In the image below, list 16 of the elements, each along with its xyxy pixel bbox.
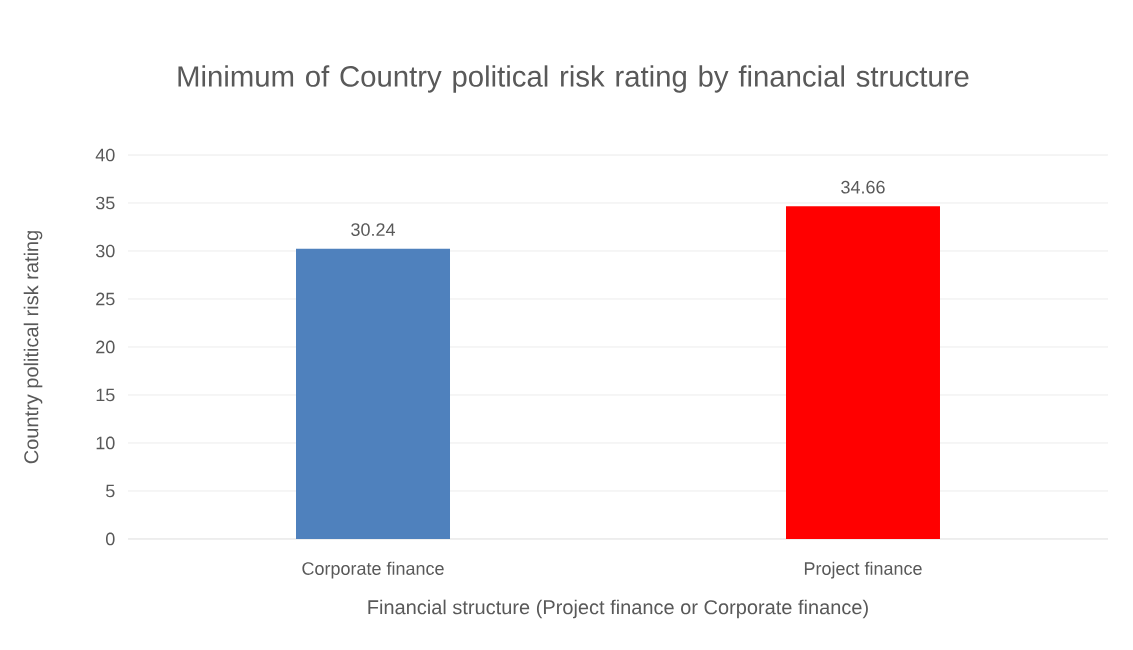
chart-title: Minimum of Country political risk rating by financial structure xyxy=(178,65,969,93)
x-tick-label: Corporate finance xyxy=(302,561,444,579)
y-tick-label: 35 xyxy=(95,196,115,210)
y-tick-label: 15 xyxy=(96,388,115,402)
y-axis-title: Country political risk rating xyxy=(23,231,43,464)
x-tick-label: Project finance xyxy=(804,561,922,579)
data-label: 30.24 xyxy=(351,223,395,236)
x-axis-title: Financial structure (Project finance or Corporate finance) xyxy=(368,599,868,619)
y-tick-label: 5 xyxy=(106,484,115,498)
data-label: 34.66 xyxy=(841,180,885,194)
y-tick-label: 30 xyxy=(95,244,115,258)
y-tick-label: 10 xyxy=(96,436,115,450)
y-tick-label: 0 xyxy=(106,532,115,546)
y-tick-label: 20 xyxy=(96,340,115,354)
y-tick-label: 25 xyxy=(96,292,115,306)
y-tick-label: 40 xyxy=(95,148,115,162)
